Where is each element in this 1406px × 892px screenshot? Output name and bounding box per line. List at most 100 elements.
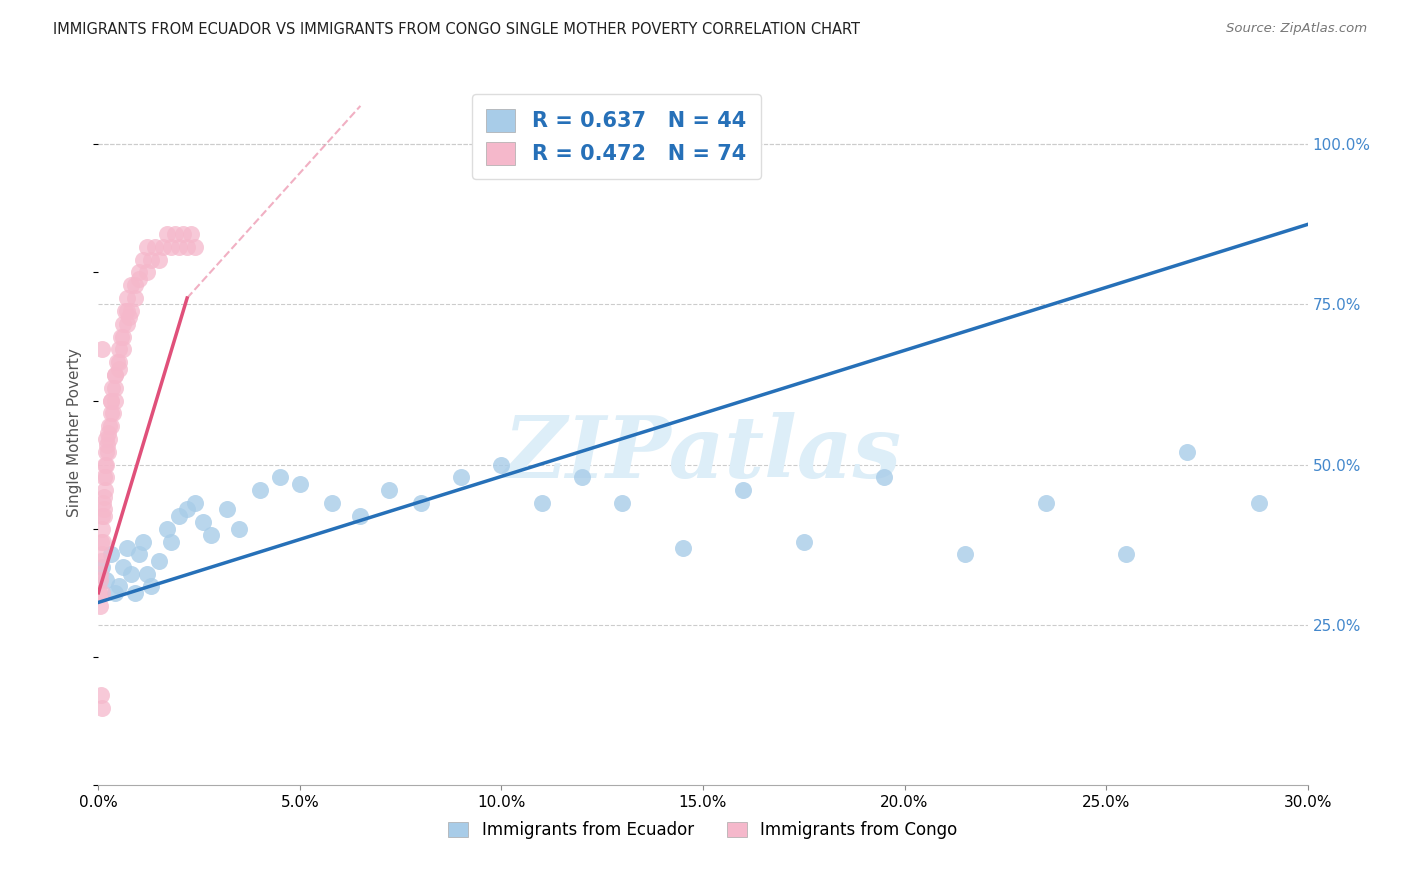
Point <box>111 343 134 357</box>
Point <box>1035 496 1057 510</box>
Point <box>110 329 132 343</box>
Point <box>94 483 117 498</box>
Point <box>128 547 150 561</box>
Point <box>97 445 120 459</box>
Point <box>103 381 125 395</box>
Point <box>91 586 114 600</box>
Point <box>148 252 170 267</box>
Point <box>124 278 146 293</box>
Point <box>128 265 150 279</box>
Point <box>91 534 114 549</box>
Point <box>91 560 114 574</box>
Point <box>100 419 122 434</box>
Point <box>100 547 122 561</box>
Point <box>90 547 112 561</box>
Point <box>530 496 553 510</box>
Point <box>180 227 202 241</box>
Point <box>612 496 634 510</box>
Point <box>111 317 134 331</box>
Point <box>160 534 183 549</box>
Point <box>89 573 111 587</box>
Point <box>89 586 111 600</box>
Point <box>377 483 399 498</box>
Point <box>97 425 120 440</box>
Point <box>96 432 118 446</box>
Point <box>104 368 127 382</box>
Point <box>89 599 111 613</box>
Point <box>249 483 271 498</box>
Point <box>184 496 207 510</box>
Point <box>491 458 513 472</box>
Point <box>672 541 695 555</box>
Point <box>128 272 150 286</box>
Point <box>101 406 124 420</box>
Point <box>91 522 114 536</box>
Point <box>172 227 194 241</box>
Point <box>100 393 122 408</box>
Point <box>139 252 162 267</box>
Point <box>321 496 343 510</box>
Point <box>93 470 115 484</box>
Point <box>105 355 128 369</box>
Point <box>91 343 114 357</box>
Point <box>228 522 250 536</box>
Point <box>98 432 121 446</box>
Point <box>90 688 112 702</box>
Point <box>89 566 111 581</box>
Point <box>91 496 114 510</box>
Point <box>1115 547 1137 561</box>
Point <box>118 310 141 325</box>
Point <box>90 701 112 715</box>
Point <box>93 490 115 504</box>
Point <box>163 227 186 241</box>
Point <box>167 240 190 254</box>
Point <box>409 496 432 510</box>
Point <box>135 240 157 254</box>
Point <box>111 560 134 574</box>
Point <box>120 278 142 293</box>
Point <box>135 265 157 279</box>
Text: ZIPatlas: ZIPatlas <box>503 412 903 496</box>
Point <box>107 579 129 593</box>
Point <box>120 566 142 581</box>
Text: Source: ZipAtlas.com: Source: ZipAtlas.com <box>1226 22 1367 36</box>
Point <box>100 406 122 420</box>
Point <box>114 304 136 318</box>
Point <box>152 240 174 254</box>
Point <box>160 240 183 254</box>
Point <box>103 368 125 382</box>
Point <box>97 419 120 434</box>
Point <box>96 438 118 452</box>
Point <box>117 291 139 305</box>
Point <box>873 470 896 484</box>
Point <box>96 445 118 459</box>
Point <box>93 508 115 523</box>
Point <box>288 476 311 491</box>
Point <box>100 393 122 408</box>
Point <box>184 240 207 254</box>
Point <box>953 547 976 561</box>
Text: IMMIGRANTS FROM ECUADOR VS IMMIGRANTS FROM CONGO SINGLE MOTHER POVERTY CORRELATI: IMMIGRANTS FROM ECUADOR VS IMMIGRANTS FR… <box>53 22 860 37</box>
Point <box>193 516 215 530</box>
Point <box>349 508 371 523</box>
Point <box>156 522 179 536</box>
Point <box>450 470 472 484</box>
Point <box>176 502 198 516</box>
Point <box>90 554 112 568</box>
Point <box>96 458 118 472</box>
Point <box>124 586 146 600</box>
Point <box>733 483 755 498</box>
Point <box>90 534 112 549</box>
Point <box>148 554 170 568</box>
Point <box>94 458 117 472</box>
Point <box>91 508 114 523</box>
Point <box>1249 496 1271 510</box>
Point <box>94 470 117 484</box>
Point <box>135 566 157 581</box>
Point <box>793 534 815 549</box>
Point <box>107 343 129 357</box>
Point <box>143 240 166 254</box>
Point <box>115 317 138 331</box>
Point <box>96 573 118 587</box>
Point <box>93 502 115 516</box>
